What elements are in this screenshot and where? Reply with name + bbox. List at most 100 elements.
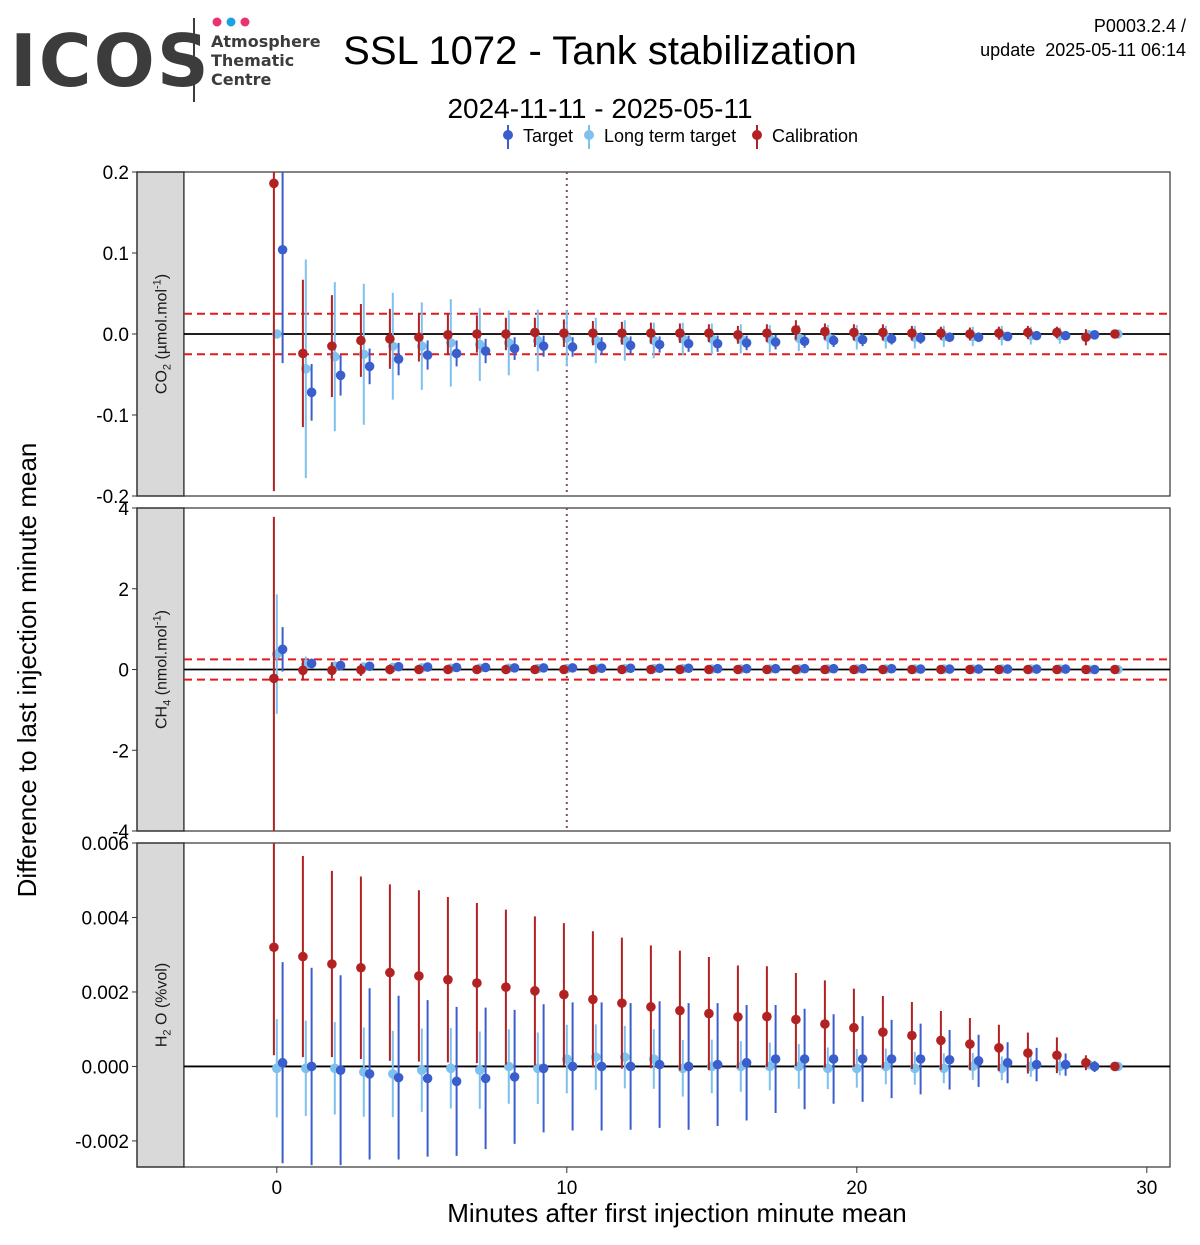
panel-strip [136,842,185,1168]
series-calibration [269,516,1120,831]
legend-item-target: Target [503,125,573,149]
point-target [335,660,346,671]
point-target [364,1069,375,1079]
point-target [451,1076,462,1087]
point-calibration [501,329,511,339]
point-target [1031,1059,1042,1070]
point-calibration [298,951,308,962]
logo-dot-1 [212,17,222,27]
point-target [538,663,549,673]
point-calibration [1023,1048,1033,1058]
point-calibration [791,325,801,335]
y-tick-label: 0.004 [81,908,129,929]
point-target [538,1063,549,1074]
point-calibration [675,1005,685,1016]
logo-sub-line-3: Centre [211,70,272,89]
panel-strip-label: CH4 (nmol.mol-1) [152,610,174,729]
point-calibration [820,664,830,675]
point-calibration [733,330,743,340]
point-target [596,1061,607,1072]
point-target [770,337,781,347]
point-target [509,663,520,673]
point-calibration [617,998,627,1008]
point-calibration [704,328,714,338]
point-calibration [385,967,395,978]
y-axis-title: Difference to last injection minute mean [12,443,42,898]
point-calibration [791,664,801,675]
point-target [567,342,578,352]
point-calibration [443,974,453,985]
point-target [1089,664,1100,675]
point-calibration [443,330,453,340]
point-target [451,662,462,673]
point-target [480,1073,491,1084]
chart-title: SSL 1072 - Tank stabilization [343,29,857,73]
legend-key-dot-target [503,130,513,140]
point-calibration [907,328,917,338]
point-calibration [501,664,511,675]
update-label: update 2025-05-11 06:14 [980,40,1186,60]
point-target [683,663,694,674]
y-tick-label: 0 [118,661,129,682]
point-calibration [1023,664,1033,675]
point-target [973,664,984,674]
x-tick-label: 0 [272,1178,283,1199]
point-calibration [878,327,888,338]
panel-0: CO2 (µmol.mol-1) -0.2 -0.1 0.0 0.1 0.2 [96,163,1171,508]
point-calibration [1110,664,1120,675]
panels: CO2 (µmol.mol-1) -0.2 -0.1 0.0 0.1 0.2 CH4 (nm… [75,163,1171,1199]
point-target [306,387,317,398]
point-target [596,663,607,674]
legend-label-calibration: Calibration [772,126,858,146]
point-calibration [1081,664,1091,675]
point-calibration [936,1035,946,1046]
point-target [886,663,897,674]
point-target [538,341,549,351]
point-target [364,361,375,372]
legend-label-target: Target [523,126,573,146]
point-target [857,663,868,674]
point-target [741,1057,752,1068]
point-target [625,663,636,674]
point-calibration [530,986,540,996]
panel-plot [184,843,1170,1166]
y-tick-label: 0.006 [81,834,129,855]
y-tick-label: -0.2 [96,487,129,508]
panel-strip [136,171,185,497]
point-calibration [936,328,946,338]
point-calibration [907,1030,917,1041]
point-target [1002,331,1013,342]
point-target [393,354,404,364]
point-calibration [994,1043,1004,1053]
point-calibration [704,1008,714,1019]
point-calibration [443,664,453,675]
y-tick-label: -0.002 [75,1132,129,1153]
point-target [712,338,723,349]
point-target [1060,1059,1071,1070]
legend-key-dot-long-term-target [584,130,594,140]
logo-sub-line-1: Atmosphere [211,32,321,51]
point-target [1060,330,1071,341]
point-target [1031,664,1042,674]
point-calibration [849,327,859,338]
point-target [306,658,317,669]
point-calibration [820,1019,830,1029]
x-axis: 0 10 20 30 [272,1167,1157,1199]
point-target [625,1061,636,1072]
y-tick-label: 0.000 [81,1057,129,1078]
point-calibration [820,326,830,337]
point-target [567,1061,578,1072]
point-target [1002,664,1013,674]
point-calibration [327,341,337,351]
y-tick-label: 0.0 [103,325,129,346]
point-target [712,1059,723,1070]
point-target [857,334,868,345]
point-calibration [675,328,685,338]
point-calibration [1110,1061,1120,1072]
point-target [944,664,955,674]
point-calibration [269,178,279,189]
point-target [277,1057,288,1068]
y-tick-label: 4 [118,499,129,520]
y-tick-label: -0.1 [96,406,129,427]
